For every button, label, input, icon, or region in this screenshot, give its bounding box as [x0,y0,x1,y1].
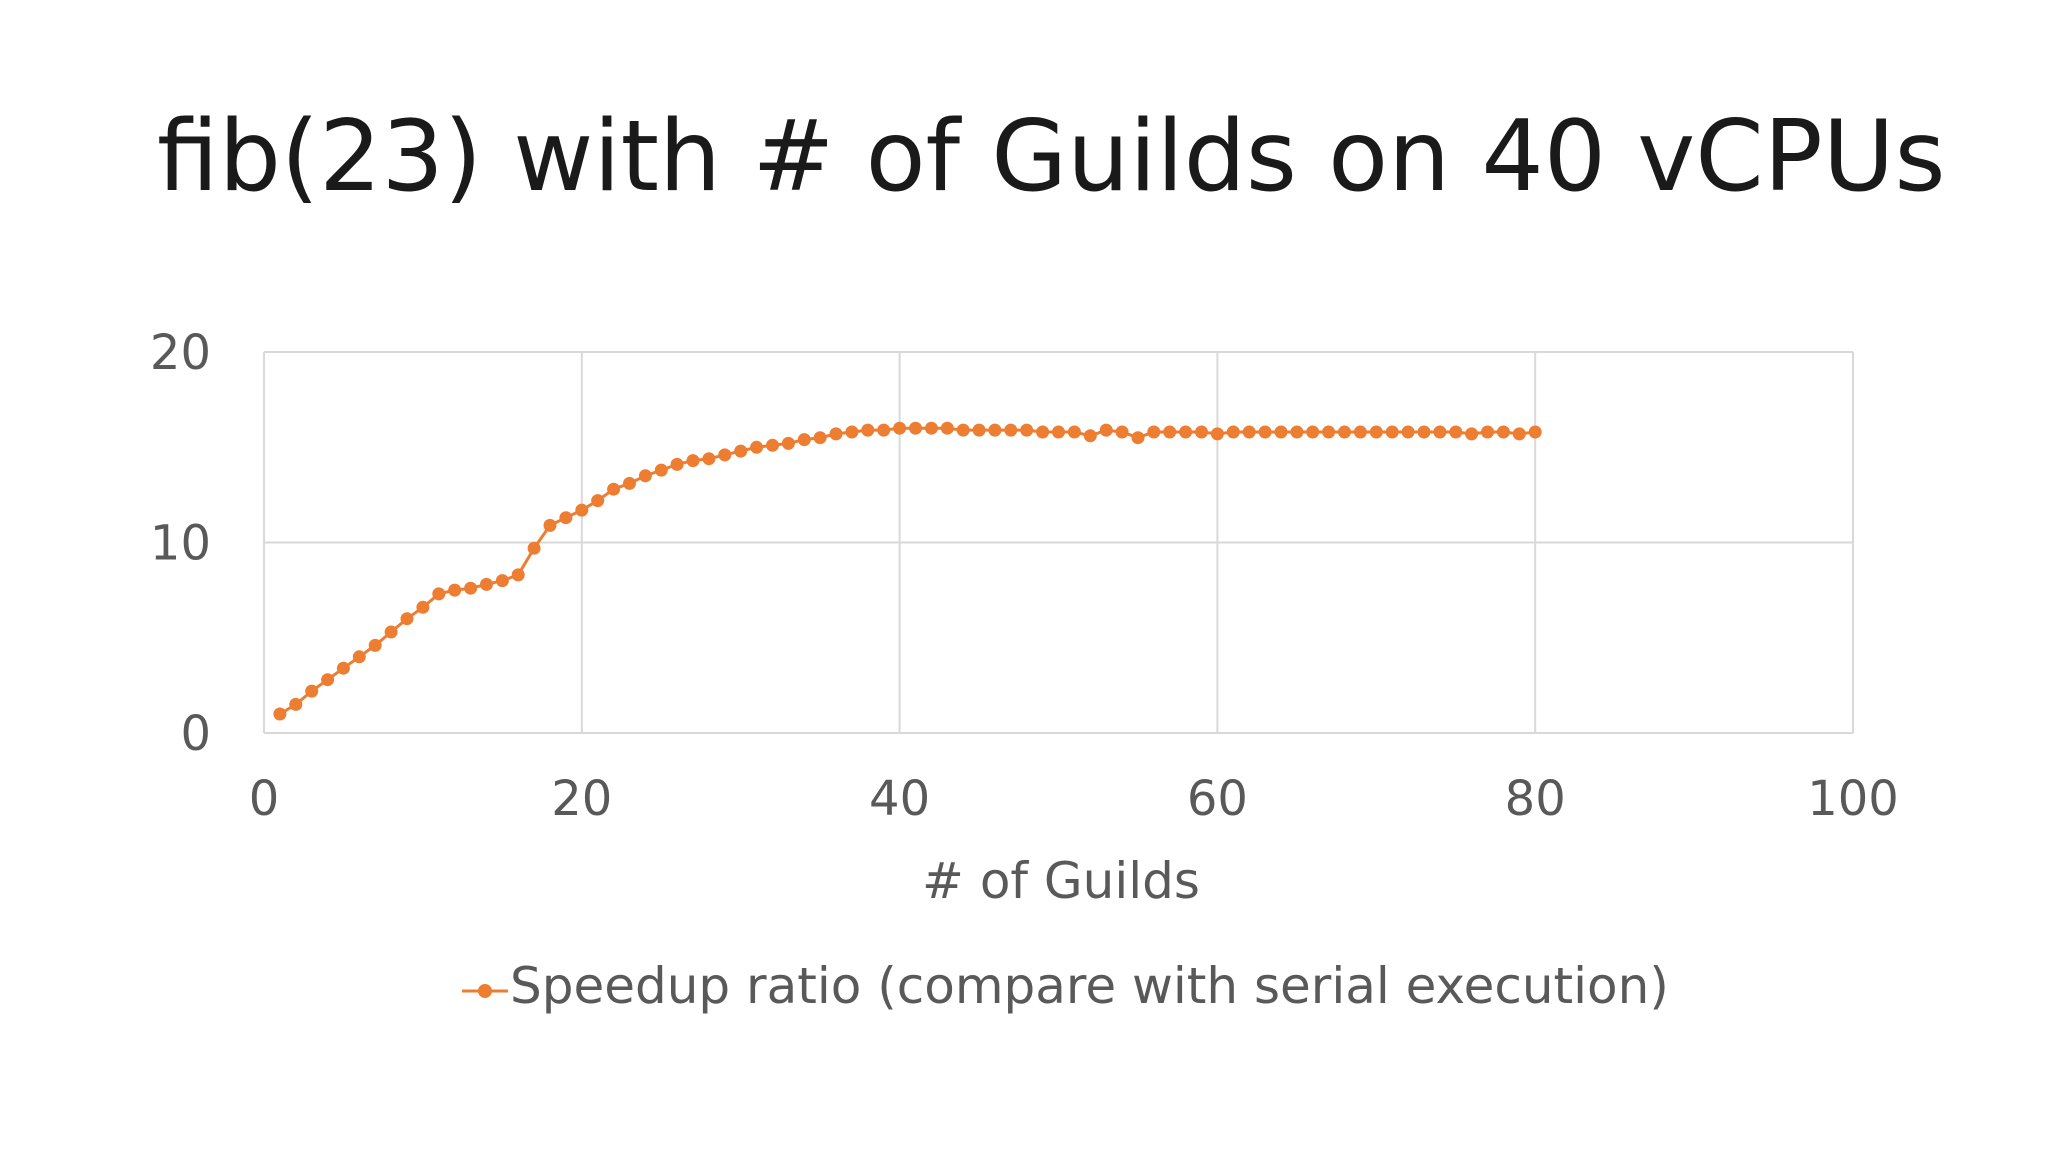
data-point [543,518,557,532]
data-point [750,440,764,454]
data-point [1401,425,1415,439]
data-point [702,452,716,466]
data-point [289,697,303,711]
data-point [591,494,605,508]
data-point [1083,429,1097,443]
data-point [1465,427,1479,441]
data-point [305,684,319,698]
data-point [877,423,891,437]
data-point [1353,425,1367,439]
data-point [559,511,573,525]
data-point [1067,425,1081,439]
data-point [1195,425,1208,439]
data-point [1179,425,1193,439]
data-point [1290,425,1304,439]
data-point [718,448,732,462]
data-point [654,463,668,477]
data-point [1036,425,1050,439]
x-axis-title: # of Guilds [922,852,1200,910]
data-point [940,421,954,435]
data-point [607,482,621,496]
data-point [480,577,493,591]
data-point [1258,425,1272,439]
x-tick-label: 60 [1187,771,1248,827]
data-point [448,583,462,597]
data-point [1433,425,1447,439]
data-point [336,661,350,675]
data-point [1020,423,1034,437]
data-point [1528,425,1542,439]
data-point [813,431,827,445]
data-point [623,476,636,490]
data-point [384,625,398,639]
data-point [1274,425,1288,439]
x-tick-label: 40 [869,771,930,827]
data-point [400,612,414,626]
data-point [1481,425,1494,439]
data-point [1147,425,1161,439]
data-point [1115,425,1129,439]
data-point [893,421,907,435]
data-point [1052,425,1065,439]
data-point [352,650,366,664]
y-tick-label: 20 [150,325,211,381]
data-point [1417,425,1431,439]
data-point [686,454,700,468]
legend-dot-marker [478,984,492,998]
data-point [1242,425,1256,439]
data-point [368,638,382,652]
chart-title: fib(23) with # of Guilds on 40 vCPUs [157,100,1946,214]
data-point [1131,431,1145,445]
data-point [432,587,446,601]
data-point [1512,427,1526,441]
data-point [273,707,287,721]
x-tick-label: 20 [551,771,612,827]
data-point [797,433,811,447]
data-point [956,423,970,437]
series-line [279,426,1536,716]
y-tick-label: 0 [180,706,211,762]
data-point [495,574,509,588]
x-tick-label: 100 [1807,771,1899,827]
data-point [766,438,779,452]
data-point [1385,425,1399,439]
data-point [924,421,938,435]
data-point [527,541,541,555]
data-point [1496,425,1510,439]
y-tick-label: 10 [150,516,211,572]
data-series [273,421,1542,721]
data-point [1369,425,1383,439]
data-point [638,469,652,483]
data-point [845,425,859,439]
data-point [781,436,795,450]
legend: Speedup ratio (compare with serial execu… [462,957,1669,1015]
data-point [511,568,525,582]
data-point [1449,425,1463,439]
data-point [972,423,986,437]
data-point [1004,423,1018,437]
data-point [1163,425,1177,439]
data-point [575,503,589,517]
x-tick-label: 0 [249,771,280,827]
data-point [1226,425,1240,439]
data-point [1099,423,1113,437]
legend-label: Speedup ratio (compare with serial execu… [510,957,1669,1015]
data-point [321,673,335,687]
data-point [909,421,922,435]
data-point [670,457,684,471]
data-point [734,444,748,458]
x-tick-label: 80 [1505,771,1566,827]
data-point [861,423,875,437]
data-point [988,423,1002,437]
axis-ticks: 0 20 40 60 80 100 0 10 20 [150,325,1899,827]
data-point [1306,425,1320,439]
data-point [1322,425,1336,439]
data-point [1210,427,1224,441]
data-point [416,600,430,614]
data-point [464,581,478,595]
grid [263,351,1854,734]
data-point [1338,425,1351,439]
data-point [829,427,843,441]
